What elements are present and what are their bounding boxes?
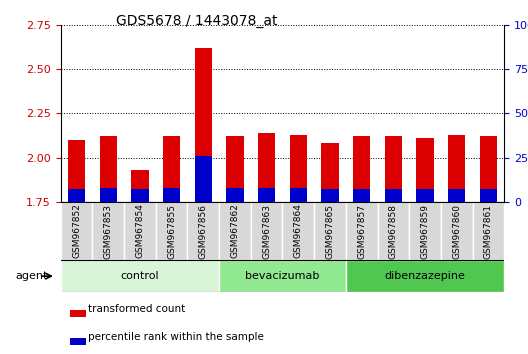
- Text: GSM967859: GSM967859: [420, 204, 430, 258]
- Bar: [156, 202, 187, 260]
- Bar: [194, 156, 212, 202]
- Bar: [473, 202, 504, 260]
- Bar: [346, 260, 504, 292]
- Text: GSM967863: GSM967863: [262, 204, 271, 258]
- Bar: [219, 202, 251, 260]
- Bar: [378, 202, 409, 260]
- Bar: [479, 189, 497, 202]
- Text: GSM967862: GSM967862: [230, 204, 240, 258]
- Text: GSM967856: GSM967856: [199, 204, 208, 258]
- Bar: [321, 189, 338, 202]
- Bar: [441, 202, 473, 260]
- Bar: [187, 202, 219, 260]
- Bar: [353, 189, 370, 202]
- Text: GSM967861: GSM967861: [484, 204, 493, 258]
- Bar: [61, 202, 92, 260]
- Bar: [251, 202, 282, 260]
- Bar: [226, 188, 243, 202]
- Bar: [124, 202, 156, 260]
- Bar: [68, 189, 85, 202]
- Bar: [163, 188, 180, 202]
- Text: GSM967852: GSM967852: [72, 204, 81, 258]
- Text: GSM967855: GSM967855: [167, 204, 176, 258]
- Bar: [346, 202, 378, 260]
- Text: GSM967854: GSM967854: [135, 204, 145, 258]
- Bar: [416, 189, 433, 202]
- Bar: [384, 136, 402, 202]
- Bar: [219, 260, 346, 292]
- Bar: [289, 188, 307, 202]
- Text: agent: agent: [15, 271, 48, 281]
- Text: percentile rank within the sample: percentile rank within the sample: [88, 332, 264, 342]
- Bar: [314, 202, 346, 260]
- Bar: [384, 189, 402, 202]
- Text: GSM967864: GSM967864: [294, 204, 303, 258]
- Bar: [99, 136, 117, 202]
- Bar: [70, 338, 86, 345]
- Bar: [61, 260, 219, 292]
- Bar: [194, 48, 212, 202]
- Text: GDS5678 / 1443078_at: GDS5678 / 1443078_at: [116, 14, 278, 28]
- Bar: [289, 135, 307, 202]
- Bar: [131, 189, 149, 202]
- Bar: [479, 136, 497, 202]
- Text: GSM967858: GSM967858: [389, 204, 398, 258]
- Bar: [131, 170, 149, 202]
- Text: GSM967860: GSM967860: [452, 204, 461, 258]
- Text: GSM967857: GSM967857: [357, 204, 366, 258]
- Bar: [448, 135, 465, 202]
- Bar: [258, 188, 275, 202]
- Bar: [282, 202, 314, 260]
- Text: GSM967853: GSM967853: [103, 204, 113, 258]
- Bar: [70, 310, 86, 317]
- Bar: [321, 143, 338, 202]
- Bar: [258, 133, 275, 202]
- Text: GSM967865: GSM967865: [325, 204, 335, 258]
- Text: transformed count: transformed count: [88, 304, 185, 314]
- Bar: [416, 138, 433, 202]
- Text: dibenzazepine: dibenzazepine: [384, 271, 466, 281]
- Bar: [99, 188, 117, 202]
- Bar: [353, 136, 370, 202]
- Bar: [226, 136, 243, 202]
- Text: control: control: [120, 271, 159, 281]
- Bar: [448, 189, 465, 202]
- Text: bevacizumab: bevacizumab: [246, 271, 319, 281]
- Bar: [68, 140, 85, 202]
- Bar: [409, 202, 441, 260]
- Bar: [163, 136, 180, 202]
- Bar: [92, 202, 124, 260]
